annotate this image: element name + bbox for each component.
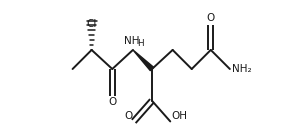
Polygon shape bbox=[133, 50, 154, 71]
Text: OH: OH bbox=[171, 111, 188, 121]
Text: H: H bbox=[138, 39, 144, 48]
Text: O: O bbox=[124, 111, 133, 121]
Text: Cl: Cl bbox=[86, 19, 97, 29]
Text: O: O bbox=[108, 97, 116, 107]
Text: NH₂: NH₂ bbox=[232, 64, 251, 74]
Text: O: O bbox=[207, 13, 215, 23]
Text: NH: NH bbox=[124, 36, 140, 46]
